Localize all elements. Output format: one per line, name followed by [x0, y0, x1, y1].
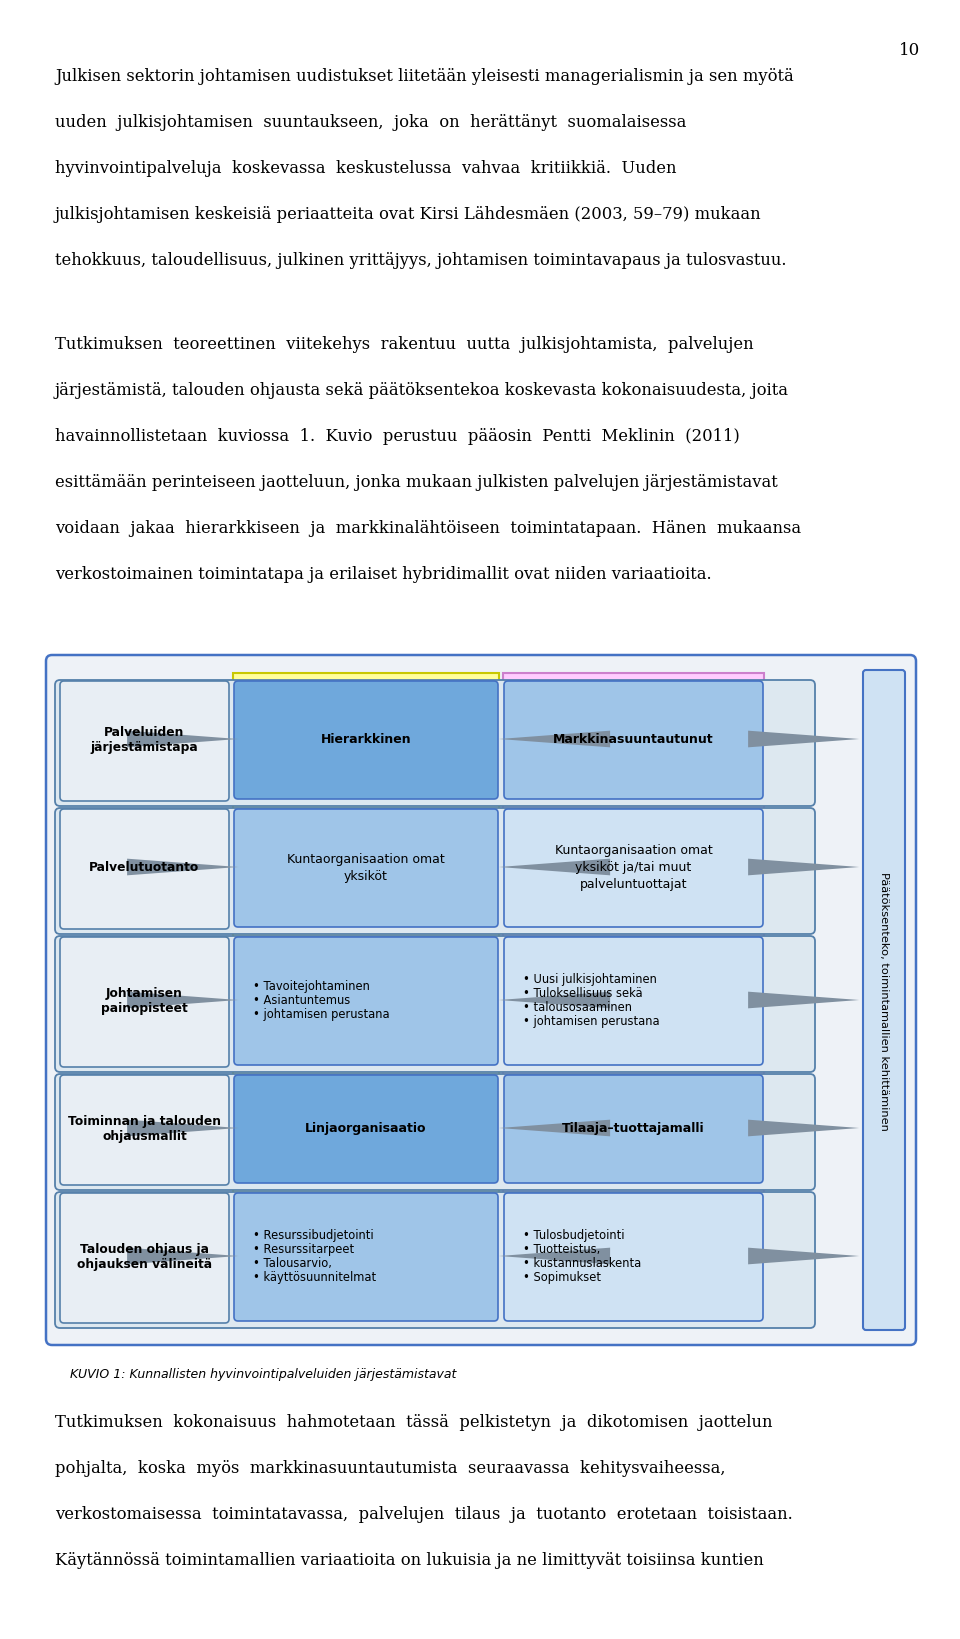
Text: • Asiantuntemus: • Asiantuntemus [253, 993, 350, 1006]
Text: Tilaaja–tuottajamalli: Tilaaja–tuottajamalli [563, 1121, 705, 1134]
Text: esittämään perinteiseen jaotteluun, jonka mukaan julkisten palvelujen järjestämi: esittämään perinteiseen jaotteluun, jonk… [55, 474, 778, 490]
FancyBboxPatch shape [504, 938, 763, 1065]
FancyBboxPatch shape [233, 674, 499, 1328]
FancyBboxPatch shape [60, 810, 229, 929]
FancyBboxPatch shape [60, 1193, 229, 1323]
Text: • käyttösuunnitelmat: • käyttösuunnitelmat [253, 1270, 376, 1283]
FancyBboxPatch shape [504, 682, 763, 800]
Text: Markkinasuuntautunut: Markkinasuuntautunut [553, 733, 714, 746]
FancyBboxPatch shape [234, 1075, 498, 1183]
Text: Käytännössä toimintamallien variaatioita on lukuisia ja ne limittyvät toisiinsa : Käytännössä toimintamallien variaatioita… [55, 1550, 764, 1569]
FancyBboxPatch shape [234, 938, 498, 1065]
Text: verkostomaisessa  toimintatavassa,  palvelujen  tilaus  ja  tuotanto  erotetaan : verkostomaisessa toimintatavassa, palvel… [55, 1505, 793, 1523]
FancyBboxPatch shape [234, 682, 498, 800]
Text: julkisjohtamisen keskeisiä periaatteita ovat Kirsi Lähdesmäen (2003, 59–79) muka: julkisjohtamisen keskeisiä periaatteita … [55, 207, 761, 223]
FancyBboxPatch shape [60, 682, 229, 801]
FancyBboxPatch shape [503, 674, 764, 1328]
Text: • talousosaaminen: • talousosaaminen [523, 1001, 632, 1015]
Text: Johtamisen
painopisteet: Johtamisen painopisteet [101, 987, 188, 1015]
Text: havainnollistetaan  kuviossa  1.  Kuvio  perustuu  pääosin  Pentti  Meklinin  (2: havainnollistetaan kuviossa 1. Kuvio per… [55, 428, 740, 444]
Text: Palvelutuotanto: Palvelutuotanto [89, 860, 200, 874]
Text: • Tuotteistus,: • Tuotteistus, [523, 1242, 600, 1255]
Text: Kuntaorganisaation omat
yksiköt ja/tai muut
palveluntuottajat: Kuntaorganisaation omat yksiköt ja/tai m… [555, 844, 712, 892]
Text: Linjaorganisaatio: Linjaorganisaatio [305, 1121, 427, 1134]
Text: • Sopimukset: • Sopimukset [523, 1270, 601, 1283]
FancyBboxPatch shape [234, 1193, 498, 1321]
Text: Kuntaorganisaation omat
yksiköt: Kuntaorganisaation omat yksiköt [287, 852, 444, 882]
Text: • johtamisen perustana: • johtamisen perustana [523, 1015, 660, 1028]
Text: järjestämistä, talouden ohjausta sekä päätöksentekoa koskevasta kokonaisuudesta,: järjestämistä, talouden ohjausta sekä pä… [55, 382, 789, 398]
Text: • Uusi julkisjohtaminen: • Uusi julkisjohtaminen [523, 974, 657, 987]
Text: • Tuloksellisuus sekä: • Tuloksellisuus sekä [523, 987, 642, 1000]
FancyBboxPatch shape [46, 656, 916, 1346]
Text: Talouden ohjaus ja
ohjauksen välineitä: Talouden ohjaus ja ohjauksen välineitä [77, 1242, 212, 1270]
Text: uuden  julkisjohtamisen  suuntaukseen,  joka  on  herättänyt  suomalaisessa: uuden julkisjohtamisen suuntaukseen, jok… [55, 115, 686, 131]
Text: • Tulosbudjetointi: • Tulosbudjetointi [523, 1229, 625, 1242]
FancyBboxPatch shape [55, 1074, 815, 1190]
Text: voidaan  jakaa  hierarkkiseen  ja  markkinalähtöiseen  toimintatapaan.  Hänen  m: voidaan jakaa hierarkkiseen ja markkinal… [55, 520, 802, 536]
Text: Päätöksenteko, toimintamallien kehittäminen: Päätöksenteko, toimintamallien kehittämi… [879, 870, 889, 1129]
FancyBboxPatch shape [504, 1075, 763, 1183]
FancyBboxPatch shape [55, 936, 815, 1072]
Text: • Talousarvio,: • Talousarvio, [253, 1257, 332, 1270]
Text: verkostoimainen toimintatapa ja erilaiset hybridimallit ovat niiden variaatioita: verkostoimainen toimintatapa ja erilaise… [55, 565, 711, 582]
FancyBboxPatch shape [504, 1193, 763, 1321]
Text: • Resurssibudjetointi: • Resurssibudjetointi [253, 1229, 373, 1242]
Text: • Resurssitarpeet: • Resurssitarpeet [253, 1242, 354, 1255]
Text: Tutkimuksen  teoreettinen  viitekehys  rakentuu  uutta  julkisjohtamista,  palve: Tutkimuksen teoreettinen viitekehys rake… [55, 336, 754, 352]
Text: • Tavoitejohtaminen: • Tavoitejohtaminen [253, 980, 370, 993]
Text: hyvinvointipalveluja  koskevassa  keskustelussa  vahvaa  kritiikkiä.  Uuden: hyvinvointipalveluja koskevassa keskuste… [55, 161, 677, 177]
Text: • johtamisen perustana: • johtamisen perustana [253, 1008, 390, 1021]
FancyBboxPatch shape [863, 670, 905, 1331]
Text: Hierarkkinen: Hierarkkinen [321, 733, 411, 746]
FancyBboxPatch shape [55, 808, 815, 934]
Text: tehokkuus, taloudellisuus, julkinen yrittäjyys, johtamisen toimintavapaus ja tul: tehokkuus, taloudellisuus, julkinen yrit… [55, 252, 786, 269]
FancyBboxPatch shape [55, 680, 815, 806]
Text: Toiminnan ja talouden
ohjausmallit: Toiminnan ja talouden ohjausmallit [68, 1115, 221, 1142]
Text: Julkisen sektorin johtamisen uudistukset liitetään yleisesti managerialismin ja : Julkisen sektorin johtamisen uudistukset… [55, 67, 794, 85]
FancyBboxPatch shape [60, 938, 229, 1067]
FancyBboxPatch shape [234, 810, 498, 928]
FancyBboxPatch shape [60, 1075, 229, 1185]
Text: Palveluiden
järjestämistapa: Palveluiden järjestämistapa [90, 726, 199, 754]
Text: • kustannuslaskenta: • kustannuslaskenta [523, 1257, 641, 1270]
FancyBboxPatch shape [504, 810, 763, 928]
FancyBboxPatch shape [55, 1192, 815, 1328]
Text: KUVIO 1: Kunnallisten hyvinvointipalveluiden järjestämistavat: KUVIO 1: Kunnallisten hyvinvointipalvelu… [70, 1367, 456, 1380]
Text: 10: 10 [899, 43, 920, 59]
Text: Tutkimuksen  kokonaisuus  hahmotetaan  tässä  pelkistetyn  ja  dikotomisen  jaot: Tutkimuksen kokonaisuus hahmotetaan täss… [55, 1413, 773, 1431]
Text: pohjalta,  koska  myös  markkinasuuntautumista  seuraavassa  kehitysvaiheessa,: pohjalta, koska myös markkinasuuntautumi… [55, 1459, 726, 1477]
